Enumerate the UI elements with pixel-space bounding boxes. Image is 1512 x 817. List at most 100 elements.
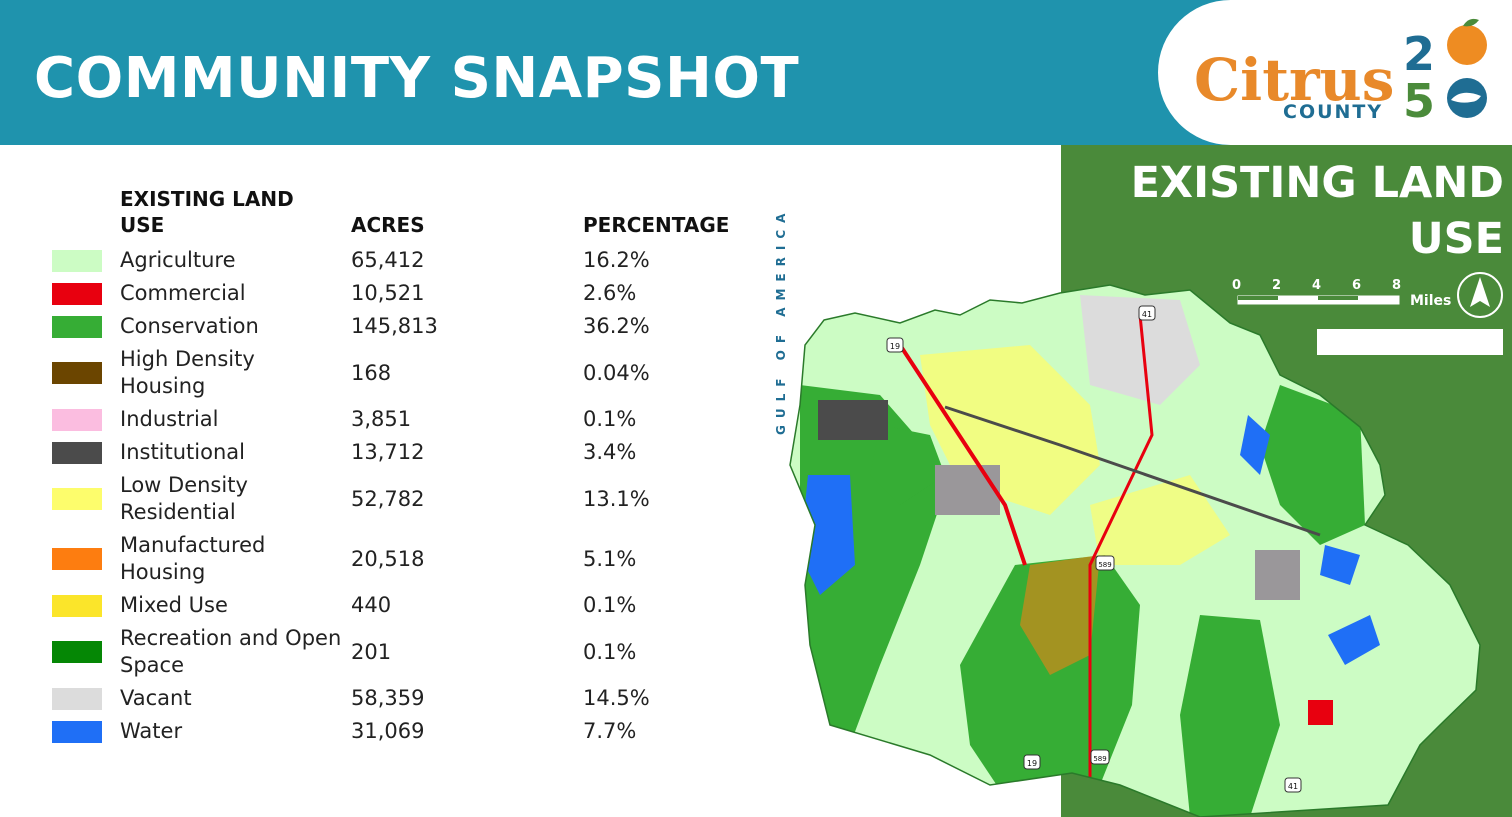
scale-tick: 8 — [1392, 278, 1402, 293]
scale-tick: 0 — [1232, 278, 1242, 293]
logo-year-2: 2 — [1403, 27, 1435, 81]
table-row: Agriculture 65,412 16.2% — [52, 244, 772, 277]
road-shield-41-south: 41 — [1284, 777, 1302, 793]
percentage-value: 36.2% — [583, 314, 650, 338]
table-row: Recreation and Open Space 201 0.1% — [52, 622, 772, 682]
water-body — [800, 475, 855, 595]
acres-value: 145,813 — [351, 314, 438, 338]
scale-tick: 2 — [1272, 278, 1282, 293]
percentage-value: 3.4% — [583, 440, 637, 464]
percentage-value: 13.1% — [583, 486, 650, 511]
scale-tick: 6 — [1352, 278, 1362, 293]
road-shield-589-south: 589 — [1090, 749, 1110, 765]
table-row: Commercial 10,521 2.6% — [52, 277, 772, 310]
scale-unit: Miles — [1410, 293, 1452, 309]
swatch-institutional — [52, 441, 102, 464]
percentage-value: 0.04% — [583, 360, 650, 385]
acres-value: 13,712 — [351, 440, 425, 464]
acres-value: 3,851 — [351, 407, 412, 431]
logo-county-text: COUNTY — [1283, 101, 1383, 123]
gulf-label: GULF OF AMERICA — [774, 206, 788, 435]
table-row: Manufactured Housing 20,518 5.1% — [52, 529, 772, 589]
road-shield-41: 41 — [1138, 305, 1156, 321]
svg-text:19: 19 — [1027, 759, 1037, 768]
water-body — [1328, 615, 1380, 665]
map-title: EXISTING LAND USE — [1130, 158, 1504, 264]
road-shield-589: 589 — [1095, 555, 1115, 571]
road-shield-19-south: 19 — [1023, 754, 1041, 770]
land-use-map[interactable]: 19 41 589 19 589 41 — [760, 145, 1512, 817]
land-use-name: High Density Housing — [120, 347, 255, 398]
logo-citrus-text: Citrus — [1194, 46, 1394, 114]
institutional-parcel — [935, 465, 1000, 515]
commercial-corridor — [898, 343, 1027, 566]
svg-text:589: 589 — [1098, 561, 1111, 569]
svg-text:589: 589 — [1093, 755, 1106, 763]
land-use-name: Conservation — [120, 314, 259, 338]
orange-icon — [1447, 18, 1487, 65]
swatch-vacant — [52, 687, 102, 710]
swatch-mixed-use — [52, 594, 102, 617]
land-use-name: Vacant — [120, 686, 192, 710]
acres-value: 10,521 — [351, 281, 425, 305]
percentage-value: 0.1% — [583, 639, 637, 664]
north-arrow-icon — [1457, 272, 1503, 318]
swatch-high-density-housing — [52, 362, 102, 384]
percentage-value: 5.1% — [583, 546, 637, 571]
road-shield-19: 19 — [886, 337, 904, 353]
percentage-value: 2.6% — [583, 281, 637, 305]
land-use-name: Institutional — [120, 440, 245, 464]
swatch-conservation — [52, 315, 102, 338]
commercial-parcel — [1308, 700, 1333, 725]
water-body — [1320, 545, 1360, 585]
residential-area — [1090, 475, 1230, 565]
svg-text:41: 41 — [1288, 782, 1298, 791]
swatch-agriculture — [52, 249, 102, 272]
percentage-value: 14.5% — [583, 686, 650, 710]
svg-text:19: 19 — [890, 342, 900, 351]
svg-text:41: 41 — [1142, 310, 1152, 319]
land-use-name: Recreation and Open Space — [120, 626, 342, 677]
land-use-name: Industrial — [120, 407, 219, 431]
logo-year-5: 5 — [1403, 74, 1435, 128]
swatch-commercial — [52, 282, 102, 305]
table-row: Water 31,069 7.7% — [52, 715, 772, 748]
acres-value: 201 — [351, 639, 392, 664]
swatch-recreation-open-space — [52, 641, 102, 663]
acres-value: 440 — [351, 593, 392, 617]
highway — [944, 405, 1321, 537]
percentage-value: 0.1% — [583, 593, 637, 617]
map-caption-box — [1317, 329, 1503, 355]
land-use-name: Commercial — [120, 281, 246, 305]
institutional-parcel — [818, 400, 888, 440]
manatee-icon — [1447, 78, 1487, 118]
conservation-area — [1260, 385, 1365, 545]
land-use-name: Manufactured Housing — [120, 533, 266, 584]
swatch-low-density-residential — [52, 488, 102, 510]
commercial-corridor — [1088, 314, 1154, 785]
institutional-parcel — [1255, 550, 1300, 600]
scale-tick: 4 — [1312, 278, 1322, 293]
citrus-county-logo: Citrus COUNTY 2 5 — [1158, 0, 1512, 145]
land-use-name: Agriculture — [120, 248, 236, 272]
table-header-row: EXISTING LAND USE ACRES PERCENTAGE — [52, 186, 772, 244]
header-land-use: EXISTING LAND USE — [120, 187, 294, 237]
acres-value: 52,782 — [351, 486, 425, 511]
acres-value: 58,359 — [351, 686, 425, 710]
acres-value: 20,518 — [351, 546, 425, 571]
county-outline — [789, 284, 1481, 817]
conservation-area — [870, 425, 945, 505]
percentage-value: 16.2% — [583, 248, 650, 272]
percentage-value: 0.1% — [583, 407, 637, 431]
table-row: Vacant 58,359 14.5% — [52, 682, 772, 715]
swatch-manufactured-housing — [52, 548, 102, 570]
residential-area — [1020, 555, 1100, 675]
acres-value: 65,412 — [351, 248, 425, 272]
land-use-name: Mixed Use — [120, 593, 228, 617]
table-row: Industrial 3,851 0.1% — [52, 403, 772, 436]
header-percentage: PERCENTAGE — [583, 213, 730, 237]
table-row: Institutional 13,712 3.4% — [52, 436, 772, 469]
swatch-water — [52, 720, 102, 743]
conservation-area — [1180, 615, 1280, 817]
scale-bar — [1237, 295, 1400, 305]
